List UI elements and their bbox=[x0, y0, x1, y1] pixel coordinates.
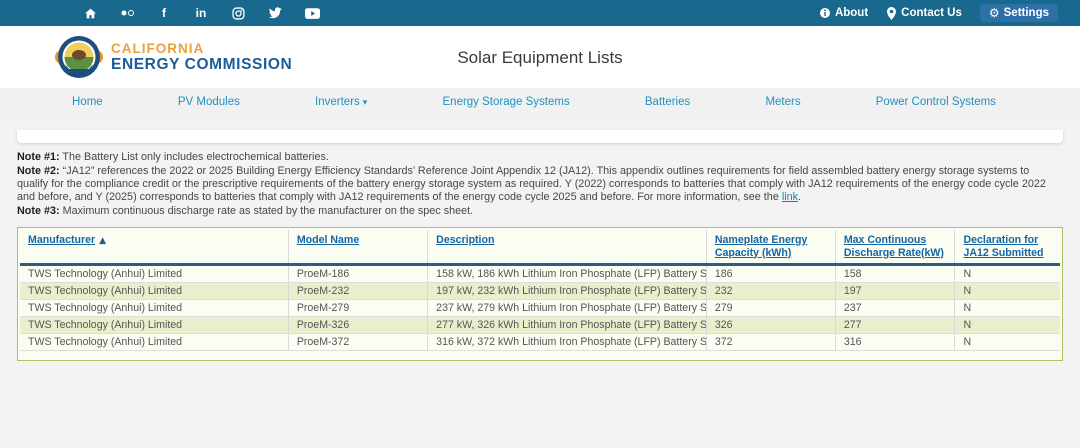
cell-rate: 158 bbox=[834, 264, 955, 283]
cell-capacity: 186 bbox=[705, 264, 836, 283]
cell-declaration: N bbox=[954, 299, 1060, 317]
cell-capacity: 326 bbox=[705, 316, 836, 334]
column-header-max-discharge-rate[interactable]: Max Continuous Discharge Rate(kW) bbox=[834, 230, 955, 266]
cell-capacity: 279 bbox=[705, 299, 836, 317]
brand-text: CALIFORNIA ENERGY COMMISSION bbox=[111, 41, 292, 74]
cell-declaration: N bbox=[954, 282, 1060, 300]
home-icon[interactable] bbox=[82, 5, 98, 21]
brand-line1: CALIFORNIA bbox=[111, 40, 205, 56]
table-header-row: Manufacturer ▲ Model Name Description Nam… bbox=[20, 230, 1060, 266]
cell-capacity: 232 bbox=[705, 282, 836, 300]
cell-rate: 197 bbox=[834, 282, 955, 300]
nav-item-pv-modules[interactable]: PV Modules bbox=[177, 95, 240, 108]
collapsed-panel-edge bbox=[17, 130, 1063, 143]
about-link[interactable]: About bbox=[819, 7, 868, 19]
nav-item-home[interactable]: Home bbox=[72, 95, 103, 108]
column-header-nameplate-capacity[interactable]: Nameplate Energy Capacity (kWh) bbox=[705, 230, 836, 266]
chevron-down-icon: ▾ bbox=[362, 96, 368, 107]
nav-item-batteries[interactable]: Batteries bbox=[644, 95, 691, 108]
site-header: CALIFORNIA ENERGY COMMISSION Solar Equip… bbox=[0, 26, 1080, 88]
table-row: TWS Technology (Anhui) Limited ProeM-279… bbox=[20, 299, 1060, 317]
settings-label: Settings bbox=[1003, 7, 1049, 19]
nav-item-meters[interactable]: Meters bbox=[765, 95, 801, 108]
column-header-model-name[interactable]: Model Name bbox=[287, 230, 428, 266]
cell-model: ProeM-372 bbox=[287, 333, 428, 351]
cell-model: ProeM-326 bbox=[287, 316, 428, 334]
cell-model: ProeM-279 bbox=[287, 299, 428, 317]
notes-section: Note #1: The Battery List only includes … bbox=[17, 151, 1063, 219]
map-pin-icon bbox=[887, 6, 897, 20]
note-2: Note #2: “JA12” references the 2022 or 2… bbox=[17, 164, 1046, 204]
cell-declaration: N bbox=[954, 264, 1060, 283]
sort-asc-icon: ▲ bbox=[99, 236, 107, 246]
contact-us-link[interactable]: Contact Us bbox=[886, 6, 962, 20]
linkedin-icon[interactable]: in bbox=[195, 6, 207, 20]
cell-description: 197 kW, 232 kWh Lithium Iron Phosphate (… bbox=[427, 282, 707, 300]
contact-us-label: Contact Us bbox=[901, 7, 962, 19]
column-header-manufacturer[interactable]: Manufacturer ▲ bbox=[20, 230, 289, 266]
table-row: TWS Technology (Anhui) Limited ProeM-232… bbox=[20, 282, 1060, 300]
column-header-description[interactable]: Description bbox=[427, 230, 707, 266]
nav-item-power-control-systems[interactable]: Power Control Systems bbox=[875, 95, 996, 108]
nav-item-energy-storage-systems[interactable]: Energy Storage Systems bbox=[442, 95, 570, 108]
about-label: About bbox=[834, 7, 869, 19]
info-icon bbox=[819, 8, 830, 18]
social-icons: f in bbox=[0, 5, 320, 21]
cell-declaration: N bbox=[954, 333, 1060, 351]
cell-manufacturer: TWS Technology (Anhui) Limited bbox=[20, 264, 289, 283]
cell-model: ProeM-186 bbox=[287, 264, 428, 283]
topbar: f in About Contact Us ⚙ Settings bbox=[0, 0, 1080, 26]
youtube-icon[interactable] bbox=[304, 5, 320, 21]
cell-description: 237 kW, 279 kWh Lithium Iron Phosphate (… bbox=[427, 299, 707, 317]
note-3: Note #3: Maximum continuous discharge ra… bbox=[17, 204, 474, 217]
cell-rate: 316 bbox=[834, 333, 955, 351]
cell-manufacturer: TWS Technology (Anhui) Limited bbox=[20, 316, 289, 334]
cec-logo bbox=[55, 36, 103, 78]
cell-description: 277 kW, 326 kWh Lithium Iron Phosphate (… bbox=[427, 316, 707, 334]
cell-manufacturer: TWS Technology (Anhui) Limited bbox=[20, 299, 289, 317]
cell-description: 158 kW, 186 kWh Lithium Iron Phosphate (… bbox=[427, 264, 707, 283]
battery-list-table: Manufacturer ▲ Model Name Description Nam… bbox=[20, 230, 1060, 351]
main-nav: Home PV Modules Inverters ▾ Energy Storag… bbox=[0, 88, 1080, 121]
brand-line2: ENERGY COMMISSION bbox=[111, 55, 293, 73]
cell-model: ProeM-232 bbox=[287, 282, 428, 300]
cell-description: 316 kW, 372 kWh Lithium Iron Phosphate (… bbox=[427, 333, 707, 351]
cell-manufacturer: TWS Technology (Anhui) Limited bbox=[20, 282, 289, 300]
twitter-icon[interactable] bbox=[267, 5, 283, 21]
brand[interactable]: CALIFORNIA ENERGY COMMISSION bbox=[55, 33, 292, 81]
facebook-icon[interactable]: f bbox=[162, 6, 166, 20]
note2-link[interactable]: link bbox=[781, 191, 799, 204]
cell-capacity: 372 bbox=[705, 333, 836, 351]
nav-item-inverters[interactable]: Inverters ▾ bbox=[315, 95, 368, 108]
battery-list-table-container: Manufacturer ▲ Model Name Description Nam… bbox=[17, 227, 1063, 361]
table-row: TWS Technology (Anhui) Limited ProeM-186… bbox=[20, 264, 1060, 283]
table-row: TWS Technology (Anhui) Limited ProeM-372… bbox=[20, 333, 1060, 351]
cell-declaration: N bbox=[954, 316, 1060, 334]
table-row: TWS Technology (Anhui) Limited ProeM-326… bbox=[20, 316, 1060, 334]
note-1: Note #1: The Battery List only includes … bbox=[17, 151, 329, 163]
column-header-ja12-declaration[interactable]: Declaration for JA12 Submitted bbox=[954, 230, 1060, 266]
cell-manufacturer: TWS Technology (Anhui) Limited bbox=[20, 333, 289, 351]
topbar-right: About Contact Us ⚙ Settings bbox=[819, 4, 1080, 22]
cell-rate: 237 bbox=[834, 299, 955, 317]
settings-button[interactable]: ⚙ Settings bbox=[979, 4, 1058, 22]
flickr-icon[interactable] bbox=[119, 5, 135, 21]
gear-icon: ⚙ bbox=[988, 6, 1000, 20]
instagram-icon[interactable] bbox=[230, 5, 246, 21]
cell-rate: 277 bbox=[834, 316, 955, 334]
page-title: Solar Equipment Lists bbox=[457, 48, 623, 67]
